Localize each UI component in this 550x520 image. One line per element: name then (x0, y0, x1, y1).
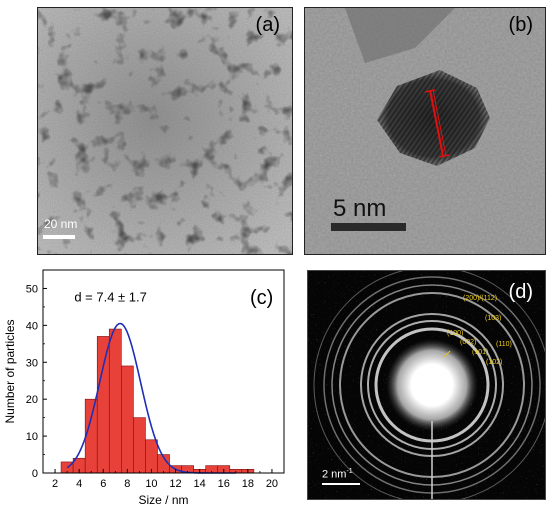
tem-image-a (38, 8, 292, 254)
y-tick-label: 50 (26, 283, 38, 295)
scale-bar-b (331, 223, 406, 231)
histogram-bar (133, 417, 146, 474)
scale-bar-d (322, 483, 360, 485)
saed-pattern (308, 271, 545, 499)
x-tick-label: 12 (169, 478, 181, 490)
scale-bar-sup-d: -1 (346, 468, 353, 475)
x-tick-label: 16 (218, 478, 230, 490)
x-tick-label: 18 (242, 478, 254, 490)
scale-bar-label-a: 20 nm (44, 217, 78, 231)
x-axis-label: Size / nm (138, 493, 188, 507)
panel-label-b: (b) (508, 14, 533, 36)
scale-bar-a (43, 235, 75, 239)
x-tick-label: 14 (194, 478, 206, 490)
ring-label-100: (100) (447, 330, 464, 337)
y-tick-label: 30 (26, 357, 38, 369)
ring-label-200-112: (200)/(112) (463, 295, 498, 302)
ring-label-102: (102) (486, 359, 503, 366)
x-tick-label: 2 (52, 478, 58, 490)
ring-label-002: (002) (460, 339, 477, 346)
panel-label-c: (c) (250, 287, 273, 309)
panel-a-tem-image: (a) 20 nm (37, 7, 293, 255)
y-tick-label: 0 (32, 468, 38, 480)
histogram-bar (145, 439, 158, 474)
y-axis-label: Number of particles (3, 319, 17, 423)
histogram-bar (84, 398, 98, 474)
panel-label-a: (a) (255, 14, 280, 36)
scale-bar-label-b: 5 nm (333, 195, 387, 222)
x-tick-label: 8 (124, 478, 130, 490)
scale-bar-text-d: 2 nm (322, 468, 347, 481)
panel-c-histogram: 2 4 6 8 10 12 14 16 18 20 0 10 20 30 40 50 Size / nm Numb… (0, 258, 290, 515)
y-tick-label: 10 (26, 431, 38, 443)
histogram-chart: 2 4 6 8 10 12 14 16 18 20 0 10 20 30 40 50 Size / nm Numb… (3, 269, 285, 507)
histogram-bar (108, 328, 122, 474)
panel-d-saed-pattern: (d) 2 nm-1 (200)/(112) (103) (100) (002)… (307, 270, 546, 500)
histogram-bar (96, 336, 110, 474)
hrtem-image-b (305, 8, 545, 254)
panel-label-d: (d) (508, 281, 533, 303)
fit-annotation: d = 7.4 ± 1.7 (74, 289, 147, 304)
histogram-bar (121, 365, 134, 474)
panel-b-hrtem-image: (b) 5 nm (304, 7, 546, 255)
lattice-marker (429, 89, 444, 157)
central-beam (386, 339, 478, 431)
y-tick-label: 40 (26, 320, 38, 332)
x-tick-label: 6 (100, 478, 106, 490)
x-tick-label: 4 (76, 478, 82, 490)
x-tick-label: 10 (145, 478, 157, 490)
ring-label-103: (103) (485, 315, 502, 322)
scale-bar-label-d: 2 nm-1 (322, 468, 353, 481)
ring-label-110: (110) (496, 341, 512, 348)
ring-label-101: (101) (472, 349, 489, 356)
x-tick-label: 20 (266, 478, 278, 490)
y-tick-label: 20 (26, 394, 38, 406)
